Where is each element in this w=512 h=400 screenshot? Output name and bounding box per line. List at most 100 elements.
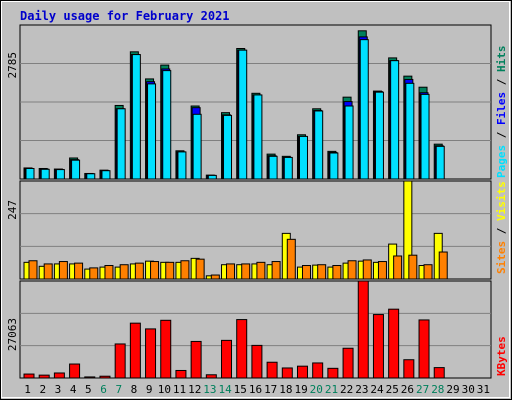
- pages-bar-day-4: [71, 159, 81, 180]
- kbytes-bar-day-12: [190, 340, 202, 379]
- sites-bar-day-14: [226, 263, 236, 280]
- sites-bar-day-16: [256, 261, 266, 280]
- sites-bar-day-5: [89, 267, 99, 280]
- legend-sites: Sites: [495, 241, 508, 274]
- kbytes-bar-day-3: [53, 372, 65, 379]
- kbytes-bar-day-1: [23, 373, 35, 379]
- kbytes-bar-day-7: [114, 343, 126, 379]
- kbytes-bar-day-18: [281, 367, 293, 379]
- sites-bar-day-6: [104, 265, 114, 280]
- sites-bar-day-7: [119, 264, 129, 280]
- pages-bar-day-14: [223, 114, 233, 180]
- sites-bar-day-18: [286, 238, 296, 280]
- pages-bar-day-26: [405, 82, 415, 180]
- pages-bar-day-9: [147, 83, 157, 180]
- sites-bar-day-9: [150, 261, 160, 280]
- x-tick-label-day-17: 17: [264, 383, 277, 396]
- kbytes-bar-day-13: [205, 374, 217, 379]
- kbytes-bar-day-26: [403, 359, 415, 379]
- x-tick-label-day-25: 25: [386, 383, 399, 396]
- x-tick-label-day-23: 23: [355, 383, 368, 396]
- kbytes-bar-day-25: [388, 308, 400, 379]
- pages-bar-day-24: [374, 91, 384, 180]
- x-tick-label-day-14: 14: [218, 383, 232, 396]
- pages-bar-day-21: [329, 152, 339, 180]
- x-tick-label-day-27: 27: [416, 383, 429, 396]
- pages-bar-day-25: [390, 60, 400, 180]
- pages-bar-day-6: [101, 170, 111, 180]
- x-tick-label-day-7: 7: [115, 383, 122, 396]
- kbytes-bar-day-23: [357, 280, 369, 379]
- pages-bar-day-16: [253, 94, 263, 180]
- sites-bar-day-23: [362, 259, 372, 280]
- x-tick-label-day-12: 12: [188, 383, 201, 396]
- kbytes-bar-day-24: [372, 314, 384, 379]
- kbytes-bar-day-6: [99, 375, 111, 379]
- pages-bar-day-17: [268, 155, 278, 180]
- sites-bar-day-15: [241, 263, 251, 280]
- pages-bar-day-28: [435, 145, 445, 180]
- pages-bar-day-5: [86, 173, 96, 180]
- x-tick-label-day-19: 19: [294, 383, 307, 396]
- sites-bar-day-1: [28, 260, 38, 280]
- sites-bar-day-28: [438, 251, 448, 280]
- kbytes-bar-day-20: [312, 362, 324, 379]
- x-tick-label-day-2: 2: [39, 383, 46, 396]
- sites-bar-day-19: [301, 265, 311, 280]
- x-tick-label-day-16: 16: [249, 383, 262, 396]
- sites-bar-day-11: [180, 260, 190, 280]
- visits-bar-day-26: [403, 180, 413, 280]
- x-tick-labels: 1 2 3 4 5 6 7 8 9 10 11 12 13 14 15 16 17 18 19 20 21 22 23 24 2…: [24, 383, 490, 396]
- sites-bar-day-17: [271, 261, 281, 280]
- kbytes-bar-day-5: [84, 376, 96, 379]
- x-tick-label-day-10: 10: [158, 383, 171, 396]
- kbytes-bar-day-21: [327, 367, 339, 379]
- sites-bar-day-21: [332, 265, 342, 280]
- pages-bar-day-3: [55, 169, 65, 180]
- kbytes-bar-day-9: [145, 328, 157, 379]
- legend-hits: Hits: [495, 46, 508, 73]
- sites-bar-day-3: [58, 261, 68, 280]
- pages-bar-day-8: [131, 54, 141, 180]
- kbytes-bar-day-19: [296, 365, 308, 379]
- x-tick-label-day-30: 30: [462, 383, 475, 396]
- pages-bar-day-2: [40, 168, 50, 180]
- kbytes-bar-day-22: [342, 347, 354, 379]
- kbytes-bar-day-28: [433, 367, 445, 379]
- bars-layer: [23, 30, 448, 379]
- panel2-max-label: 247: [6, 200, 19, 220]
- kbytes-bar-day-4: [69, 363, 81, 379]
- pages-bar-day-20: [314, 110, 324, 180]
- x-tick-label-day-1: 1: [24, 383, 31, 396]
- kbytes-bar-day-27: [418, 319, 430, 379]
- x-tick-label-day-28: 28: [431, 383, 444, 396]
- pages-bar-day-10: [162, 70, 172, 180]
- x-tick-label-day-29: 29: [446, 383, 459, 396]
- x-tick-label-day-31: 31: [477, 383, 490, 396]
- kbytes-bar-day-8: [129, 322, 141, 379]
- panel3-legend: KBytes: [495, 336, 508, 376]
- x-tick-label-day-24: 24: [370, 383, 384, 396]
- sites-bar-day-20: [317, 264, 327, 280]
- legend-pages: Pages: [495, 145, 508, 178]
- sites-bar-day-22: [347, 260, 357, 280]
- kbytes-bar-day-14: [221, 339, 233, 379]
- kbytes-bar-day-11: [175, 369, 187, 379]
- pages-bar-day-23: [359, 39, 369, 180]
- x-tick-label-day-18: 18: [279, 383, 292, 396]
- legend-visits: Visits: [495, 181, 508, 221]
- legend-sep-1: /: [495, 125, 508, 145]
- kbytes-bar-day-2: [38, 374, 50, 379]
- x-tick-label-day-3: 3: [55, 383, 62, 396]
- x-tick-label-day-6: 6: [100, 383, 107, 396]
- pages-bar-day-19: [298, 135, 308, 180]
- sites-bar-day-27: [423, 264, 433, 280]
- pages-bar-day-15: [238, 49, 248, 180]
- x-tick-label-day-22: 22: [340, 383, 353, 396]
- legend-sep-3: /: [495, 221, 508, 241]
- sites-bar-day-26: [408, 254, 418, 280]
- pages-bar-day-22: [344, 105, 354, 180]
- x-tick-label-day-5: 5: [85, 383, 92, 396]
